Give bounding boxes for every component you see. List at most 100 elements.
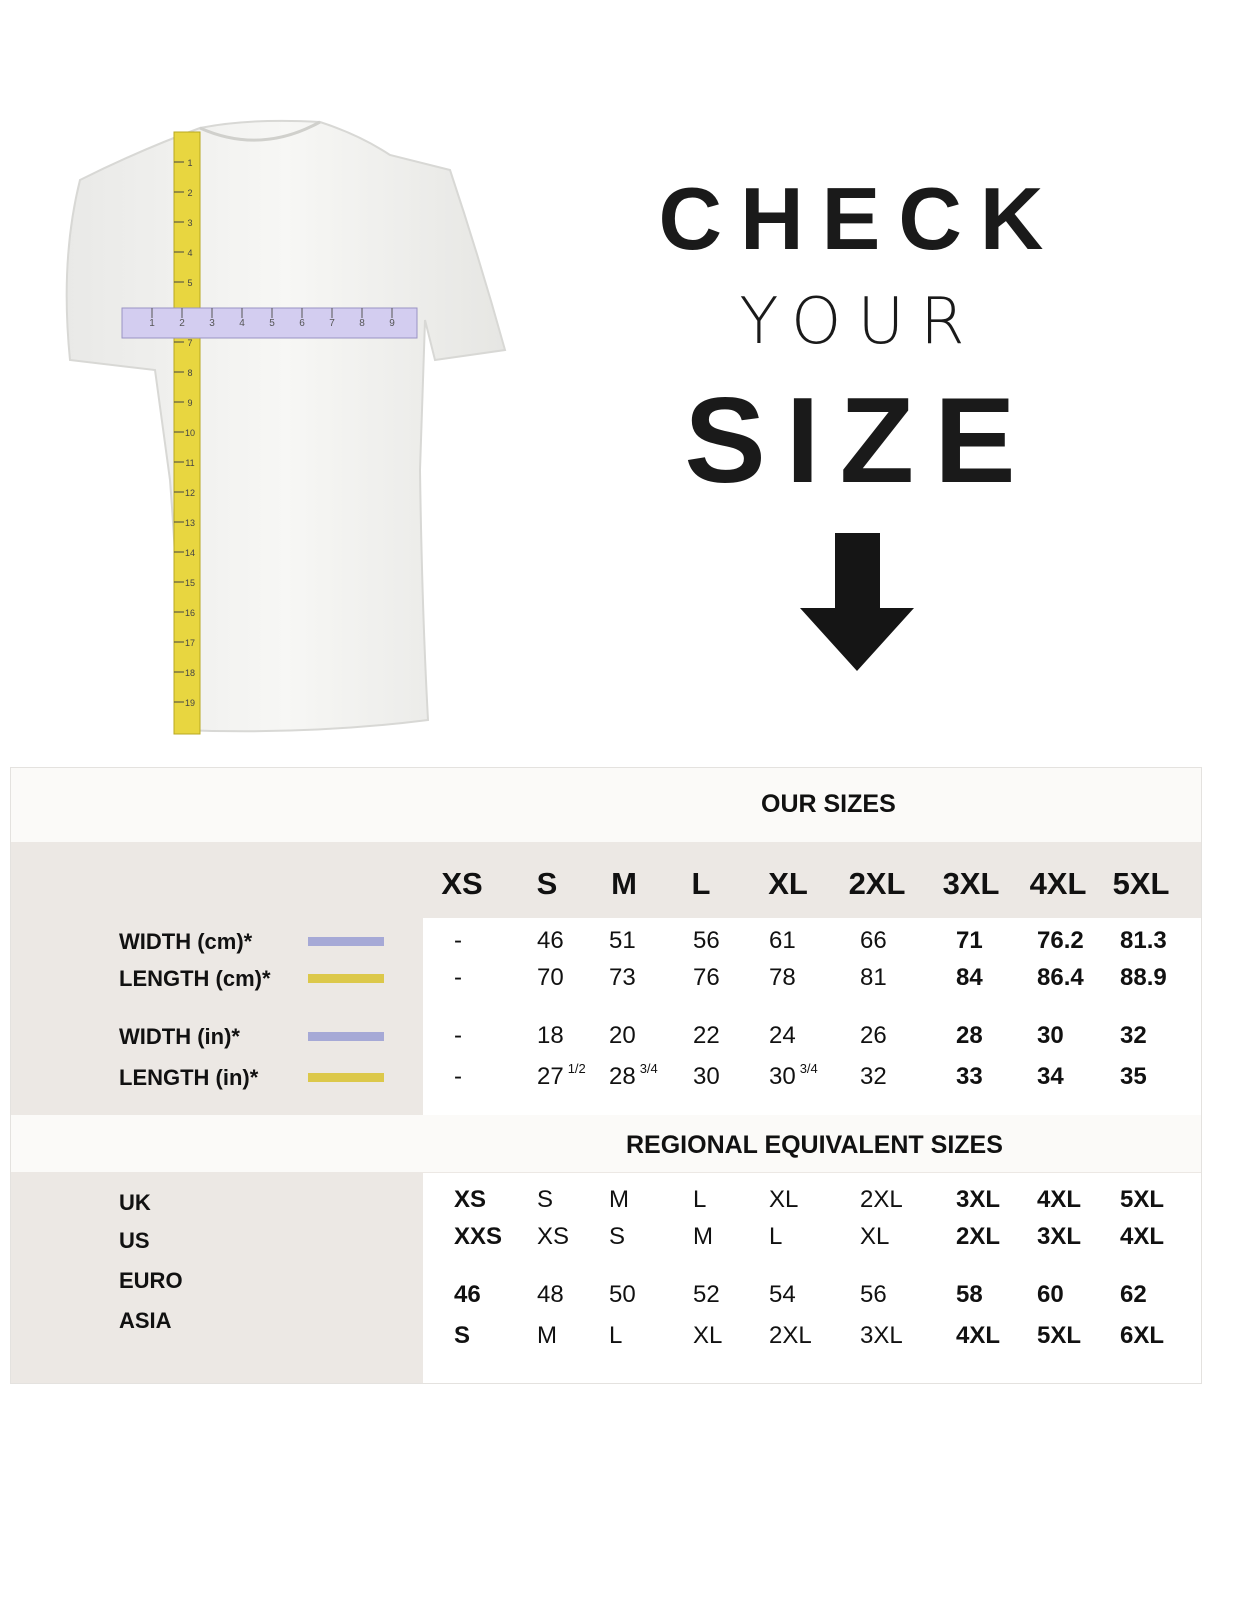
measurement-value: 70 <box>537 964 564 991</box>
regional-size-cell: 58 <box>956 1281 983 1308</box>
measurement-cell: 24 <box>769 1022 796 1050</box>
regional-size-cell: 3XL <box>1037 1223 1082 1250</box>
measurement-cell: 30 <box>693 1063 720 1091</box>
measurement-value: 56 <box>693 927 720 954</box>
measurement-cell: 28 3/4 <box>609 1061 658 1091</box>
size-chart-table: OUR SIZES REGIONAL EQUIVALENT SIZES XS S M… <box>10 767 1202 1384</box>
measurement-cell: 71 <box>956 927 983 955</box>
row-label: LENGTH (cm)* <box>119 966 271 991</box>
arrow-down-icon <box>800 533 914 671</box>
tape-number: 5 <box>269 318 275 329</box>
size-header-s: S <box>536 866 558 901</box>
measurement-value: 20 <box>609 1022 636 1049</box>
measurement-value: 26 <box>860 1022 887 1049</box>
tape-color-swatch <box>308 1032 384 1041</box>
size-header-xl: XL <box>768 866 808 901</box>
regional-size-cell: M <box>693 1223 713 1250</box>
measurement-cell: - <box>454 1063 462 1091</box>
measurement-value: 76 <box>693 964 720 991</box>
measurement-cell: 61 <box>769 927 796 955</box>
tape-number: 1 <box>187 158 192 168</box>
tape-number: 5 <box>187 278 192 288</box>
measurement-cell: 26 <box>860 1022 887 1050</box>
measurement-value: 32 <box>1120 1022 1147 1049</box>
regional-size-cell: 5XL <box>1037 1322 1082 1349</box>
heading-check: CHECK <box>658 169 1062 268</box>
size-header-xs: XS <box>441 866 483 901</box>
size-header-m: M <box>611 866 637 901</box>
tape-color-swatch <box>308 974 384 983</box>
measurement-value: 66 <box>860 927 887 954</box>
measurement-fraction: 3/4 <box>799 1061 818 1076</box>
region-label: UK <box>119 1190 151 1215</box>
regional-size-cell: S <box>609 1223 626 1250</box>
our-sizes-title: OUR SIZES <box>761 790 896 818</box>
tape-number: 3 <box>187 218 192 228</box>
regional-size-cell: L <box>609 1322 623 1349</box>
measurement-value: 86.4 <box>1037 964 1084 991</box>
size-header-l: L <box>691 866 711 901</box>
regional-size-cell: XS <box>454 1186 487 1213</box>
measurement-value: 28 <box>609 1063 636 1090</box>
measurement-value: 35 <box>1120 1063 1147 1090</box>
regional-size-cell: M <box>537 1322 557 1349</box>
regional-size-cell: 62 <box>1120 1281 1147 1308</box>
measurement-cell: 70 <box>537 964 564 992</box>
measurement-value: 78 <box>769 964 796 991</box>
measurement-value: 61 <box>769 927 796 954</box>
measurement-value: 32 <box>860 1063 887 1090</box>
measurement-cell: 46 <box>537 927 564 955</box>
regional-size-cell: XL <box>860 1223 890 1250</box>
measurement-cell: 76 <box>693 964 720 992</box>
tape-number: 9 <box>389 318 395 329</box>
tape-number: 17 <box>185 638 195 648</box>
measurement-cell: - <box>454 927 462 955</box>
measurement-cell: 32 <box>1120 1022 1147 1050</box>
tape-number: 2 <box>187 188 192 198</box>
measurement-value: 76.2 <box>1037 927 1084 954</box>
measurement-value: 22 <box>693 1022 720 1049</box>
measurement-cell: 35 <box>1120 1063 1147 1091</box>
size-header-2xl: 2XL <box>848 866 906 901</box>
regional-size-cell: 50 <box>609 1281 636 1308</box>
row-label: WIDTH (cm)* <box>119 929 253 954</box>
tape-number: 7 <box>329 318 335 329</box>
tape-number: 2 <box>179 318 185 329</box>
tape-color-swatch <box>308 937 384 946</box>
measurement-value: 71 <box>956 927 983 954</box>
measurement-value: 81 <box>860 964 887 991</box>
measurement-cell: 30 3/4 <box>769 1061 818 1091</box>
regional-size-cell: 4XL <box>1120 1223 1165 1250</box>
regional-size-cell: S <box>454 1322 471 1349</box>
measurement-cell: 81 <box>860 964 887 992</box>
measurement-value: 33 <box>956 1063 983 1090</box>
tape-number: 7 <box>187 338 192 348</box>
tape-number: 9 <box>187 398 192 408</box>
regional-size-cell: 3XL <box>860 1322 903 1349</box>
regional-size-cell: 48 <box>537 1281 564 1308</box>
measurement-value: 34 <box>1037 1063 1064 1090</box>
measurement-fraction: 1/2 <box>567 1061 586 1076</box>
regional-size-cell: M <box>609 1186 629 1213</box>
measurement-value: 28 <box>956 1022 983 1049</box>
measurement-cell: 73 <box>609 964 636 992</box>
measurement-fraction: 3/4 <box>639 1061 658 1076</box>
regional-size-cell: L <box>769 1223 783 1250</box>
measurement-value: 81.3 <box>1120 927 1167 954</box>
measurement-cell: 28 <box>956 1022 983 1050</box>
horizontal-tape-measure: 1 2 3 4 5 6 7 8 9 <box>121 307 418 339</box>
regional-size-cell: XL <box>693 1322 723 1349</box>
regional-size-cell: S <box>537 1186 554 1213</box>
regional-title: REGIONAL EQUIVALENT SIZES <box>626 1131 1003 1159</box>
measurement-cell: 84 <box>956 964 983 992</box>
tape-number: 1 <box>149 318 155 329</box>
regional-size-cell: L <box>693 1186 707 1213</box>
row-label: WIDTH (in)* <box>119 1024 240 1049</box>
vertical-tape-measure: 12345678910111213141516171819 <box>173 131 201 735</box>
regional-size-cell: 2XL <box>860 1186 903 1213</box>
measurement-value: 51 <box>609 927 636 954</box>
measurement-value: - <box>454 964 462 991</box>
measurement-cell: 76.2 <box>1037 927 1084 955</box>
measurement-value: 24 <box>769 1022 796 1049</box>
